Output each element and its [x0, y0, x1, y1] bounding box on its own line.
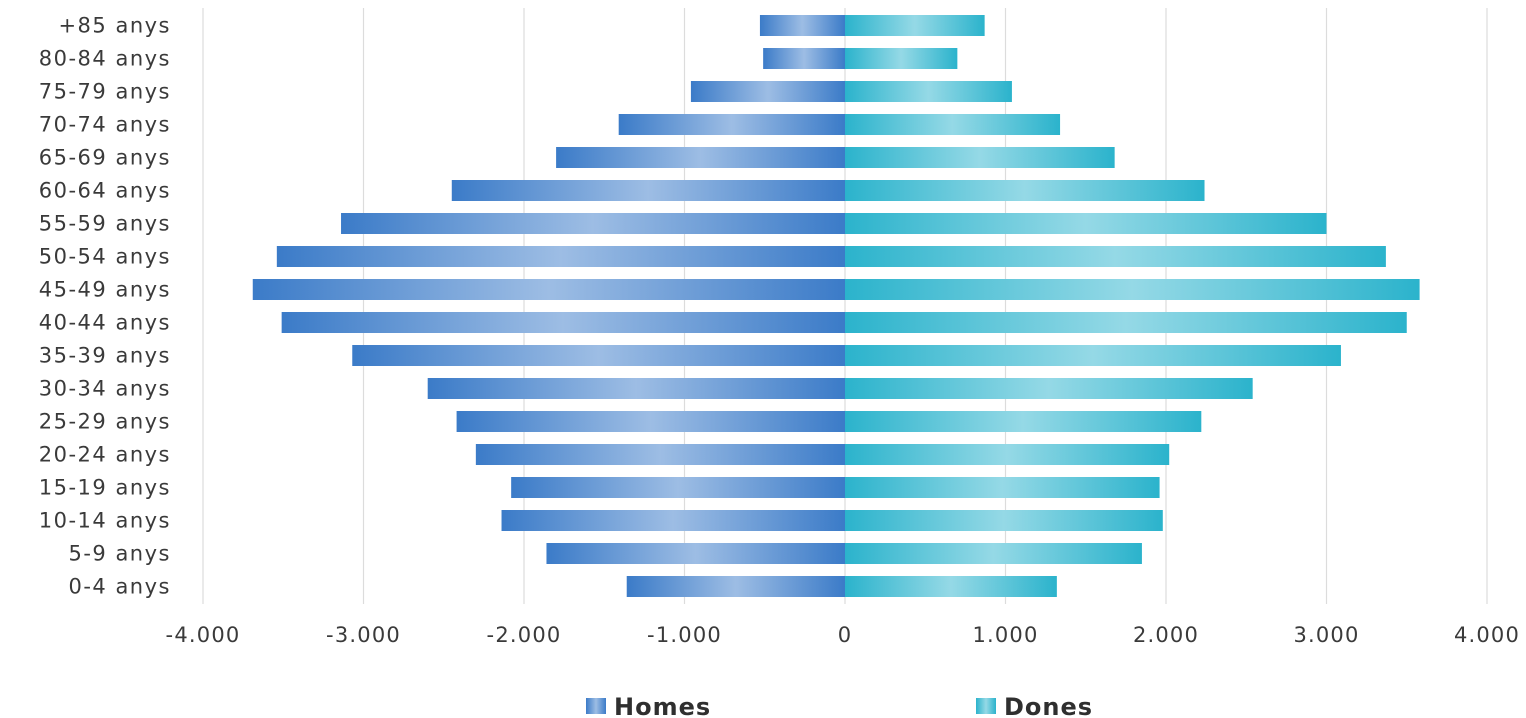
bar-homes [763, 48, 845, 69]
bar-dones [845, 15, 985, 36]
bar-homes [456, 411, 845, 432]
category-label: 65-69 anys [39, 146, 171, 170]
legend-label-dones: Dones [1004, 693, 1093, 718]
bar-dones [845, 147, 1115, 168]
bar-dones [845, 510, 1163, 531]
x-axis-tick-labels: -4.000 -3.000 -2.000 -1.000 0 1.000 2.000 3.000… [166, 623, 1520, 647]
bar-homes [759, 15, 845, 36]
category-label: 25-29 anys [39, 410, 171, 434]
bar-dones [845, 378, 1253, 399]
category-label: 70-74 anys [39, 113, 171, 137]
category-label: 30-34 anys [39, 377, 171, 401]
bars [252, 15, 1420, 597]
bar-dones [845, 411, 1202, 432]
category-label: 20-24 anys [39, 443, 171, 467]
x-tick-label: -3.000 [326, 623, 401, 647]
bar-homes [690, 81, 845, 102]
bar-homes [618, 114, 845, 135]
bar-homes [451, 180, 845, 201]
bar-homes [281, 312, 845, 333]
bar-homes [475, 444, 845, 465]
category-label: 35-39 anys [39, 344, 171, 368]
bar-dones [845, 81, 1012, 102]
bar-homes [427, 378, 845, 399]
category-label: 40-44 anys [39, 311, 171, 335]
category-label: 75-79 anys [39, 80, 171, 104]
x-tick-label: 3.000 [1293, 623, 1359, 647]
category-label: 80-84 anys [39, 47, 171, 71]
bar-dones [845, 477, 1160, 498]
category-label: 10-14 anys [39, 509, 171, 533]
category-label: 5-9 anys [68, 542, 171, 566]
legend-swatch-dones [976, 698, 996, 714]
category-label: 45-49 anys [39, 278, 171, 302]
category-labels: +85 anys 80-84 anys 75-79 anys 70-74 anys 65… [39, 14, 171, 599]
category-label: 0-4 anys [68, 575, 171, 599]
x-tick-label: 1.000 [972, 623, 1038, 647]
bar-homes [252, 279, 845, 300]
category-label: 50-54 anys [39, 245, 171, 269]
x-tick-label: 4.000 [1454, 623, 1520, 647]
gridlines [202, 8, 1488, 604]
x-tick-label: -4.000 [166, 623, 241, 647]
x-tick-label: 2.000 [1133, 623, 1199, 647]
bar-dones [845, 444, 1170, 465]
category-label: 60-64 anys [39, 179, 171, 203]
x-tick-label: -2.000 [487, 623, 562, 647]
bar-homes [546, 543, 845, 564]
bar-dones [845, 279, 1420, 300]
legend-swatch-homes [586, 698, 606, 714]
bar-homes [276, 246, 846, 267]
bar-homes [501, 510, 845, 531]
legend: Homes Dones [586, 693, 1093, 718]
bar-homes [626, 576, 845, 597]
bar-dones [845, 213, 1327, 234]
x-tick-label: -1.000 [647, 623, 722, 647]
bar-dones [845, 114, 1061, 135]
x-tick-label: 0 [838, 623, 853, 647]
bar-dones [845, 246, 1386, 267]
bar-dones [845, 345, 1341, 366]
bar-dones [845, 312, 1407, 333]
bar-homes [556, 147, 845, 168]
category-label: 55-59 anys [39, 212, 171, 236]
legend-label-homes: Homes [614, 693, 711, 718]
bar-homes [352, 345, 845, 366]
category-label: 15-19 anys [39, 476, 171, 500]
bar-dones [845, 48, 958, 69]
category-label: +85 anys [58, 14, 171, 38]
bar-homes [341, 213, 845, 234]
bar-homes [511, 477, 845, 498]
bar-dones [845, 543, 1142, 564]
bar-dones [845, 576, 1057, 597]
bar-dones [845, 180, 1205, 201]
